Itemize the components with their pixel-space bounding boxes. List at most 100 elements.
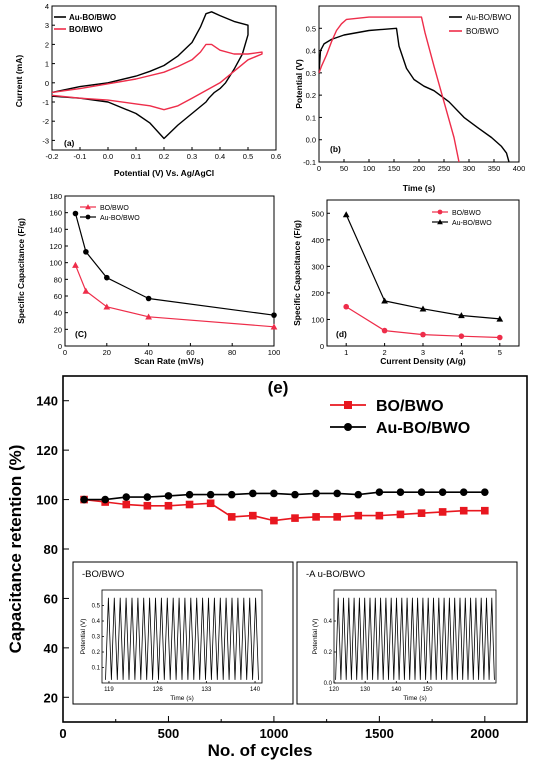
inset-signal: [335, 597, 495, 680]
inset-x-tick-label: 126: [153, 687, 164, 693]
inset-y-tick-label: 0.2: [324, 650, 333, 656]
x-tick-label: -0.2: [46, 152, 59, 161]
data-point: [164, 501, 173, 510]
inset-signal: [105, 597, 259, 680]
x-tick-label: 1000: [259, 726, 288, 741]
data-point: [206, 490, 215, 499]
x-tick-label: 5: [498, 348, 502, 357]
data-point: [375, 511, 384, 520]
data-point: [438, 508, 447, 516]
y-tick-label: 500: [311, 209, 324, 218]
y-tick-label: 140: [49, 225, 62, 234]
data-point: [417, 488, 426, 496]
inset-plot-frame: [333, 589, 497, 684]
data-point: [342, 211, 350, 218]
inset-y-tick-label: 0.4: [324, 619, 333, 625]
y-tick-label: 120: [49, 242, 62, 251]
data-point: [291, 490, 299, 499]
x-tick-label: 300: [463, 164, 476, 173]
x-tick-label: 60: [186, 348, 194, 357]
x-tick-label: 200: [413, 164, 426, 173]
y-tick-label: -1: [42, 98, 49, 107]
y-tick-label: 120: [36, 443, 58, 458]
y-tick-label: 180: [49, 192, 62, 201]
y-tick-label: 0.4: [306, 47, 316, 56]
inset-x-tick-label: 119: [104, 687, 114, 693]
y-tick-label: 0: [58, 342, 62, 351]
data-point: [72, 210, 79, 217]
y-axis-label: Potential (V): [294, 59, 304, 109]
data-point: [227, 513, 236, 521]
data-point: [333, 489, 341, 498]
legend-label: Au-BO/BWO: [376, 420, 470, 437]
data-point: [417, 509, 426, 517]
inset-x-tick-label: 133: [201, 687, 212, 693]
x-axis-label: Scan Rate (mV/s): [134, 356, 204, 366]
y-tick-label: 300: [311, 262, 324, 271]
data-point: [143, 493, 152, 501]
data-point: [145, 313, 152, 320]
x-tick-label: 0.4: [215, 152, 225, 161]
x-tick-label: 80: [228, 348, 236, 357]
y-tick-label: 100: [36, 493, 58, 508]
data-point: [375, 488, 384, 496]
y-tick-label: 0: [320, 342, 324, 351]
data-point: [354, 511, 363, 520]
data-point: [206, 499, 215, 508]
x-tick-label: 0: [59, 726, 66, 741]
panel-d-current-density-chart: 1 2 3 4 5 0 100 200 300 400 500 Current Density (A/…: [292, 199, 520, 366]
inset-x-axis-label: Time (s): [170, 695, 194, 702]
inset-title: -A u-BO/BWO: [306, 569, 365, 580]
data-point: [227, 490, 236, 499]
y-tick-label: 1: [45, 60, 49, 69]
legend-marker: [344, 423, 352, 431]
y-tick-label: 0.2: [306, 91, 316, 100]
x-tick-label: 0.6: [271, 152, 281, 161]
x-tick-label: 2: [383, 348, 387, 357]
x-tick-label: 100: [363, 164, 376, 173]
y-tick-label: 80: [54, 275, 62, 284]
legend-marker: [85, 214, 91, 220]
legend-label: Au-BO/BWO: [100, 215, 140, 222]
y-tick-label: 160: [49, 209, 62, 218]
y-tick-label: 200: [311, 289, 324, 298]
inset-x-tick-label: 140: [250, 687, 261, 693]
x-tick-label: 20: [103, 348, 111, 357]
data-point: [164, 492, 173, 500]
x-tick-label: 3: [421, 348, 425, 357]
inset-2: -A u-BO/BWO 120 130 140 150 0.0 0.2 0.4 Time (s)…: [296, 561, 518, 705]
inset-title: -BO/BWO: [82, 569, 124, 580]
data-point: [101, 495, 109, 504]
data-point: [312, 513, 320, 521]
x-tick-label: 500: [158, 726, 180, 741]
inset-x-tick-label: 150: [422, 687, 433, 693]
legend-label: BO/BWO: [100, 205, 129, 212]
x-tick-label: 400: [513, 164, 526, 173]
inset-x-axis-label: Time (s): [403, 695, 427, 702]
data-point: [420, 331, 426, 338]
x-axis-label: Potential (V) Vs. Ag/AgCl: [114, 168, 214, 178]
data-point: [270, 323, 278, 330]
x-tick-label: 150: [388, 164, 401, 173]
data-point: [122, 493, 131, 501]
inset-y-tick-label: 0.5: [92, 604, 101, 610]
data-point: [103, 303, 111, 310]
data-point: [481, 488, 489, 496]
y-tick-label: 100: [49, 259, 62, 268]
x-tick-label: 50: [340, 164, 348, 173]
data-point: [312, 489, 320, 498]
x-tick-label: 0.1: [131, 152, 141, 161]
inset-x-tick-label: 130: [360, 687, 371, 693]
data-point: [80, 495, 88, 504]
data-point: [122, 500, 131, 509]
data-point: [82, 287, 90, 294]
data-point: [145, 295, 152, 302]
y-tick-label: 60: [44, 591, 58, 606]
data-point: [497, 334, 503, 341]
data-point: [270, 489, 278, 498]
legend-label: BO/BWO: [452, 210, 481, 217]
data-point: [381, 327, 388, 334]
panel-a-cv-chart: -0.2 -0.1 0.0 0.1 0.2 0.3 0.4 0.5 0.6 -3 -2 -1 0 1 2 3 4…: [14, 2, 281, 178]
data-point: [270, 516, 278, 525]
